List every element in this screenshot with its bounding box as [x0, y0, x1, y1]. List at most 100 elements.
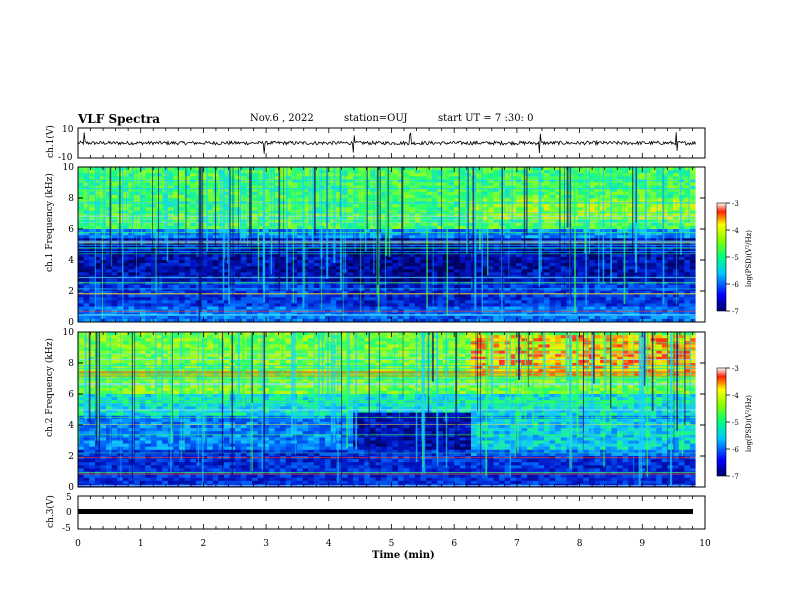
spectrogram-cell: [566, 303, 573, 307]
spectrogram-cell: [437, 269, 444, 273]
spectrogram-cell: [223, 269, 230, 273]
spectrogram-cell: [555, 269, 562, 273]
spectrogram-cell: [482, 272, 489, 276]
spectrogram-cell: [622, 300, 629, 304]
spectrogram-cell: [252, 170, 259, 174]
spectrogram-cell: [139, 216, 146, 221]
spectrogram-cell: [240, 294, 247, 298]
spectrogram-cell: [437, 260, 444, 264]
spectrogram-cell: [353, 176, 360, 180]
spectrogram-cell: [83, 222, 90, 227]
spectrogram-cell: [106, 188, 113, 193]
spectrogram-cell: [111, 256, 118, 261]
spectrogram-cell: [527, 170, 534, 174]
spectrogram-cell: [493, 272, 500, 276]
spectrogram-cell: [459, 260, 466, 264]
spectrogram-cell: [150, 216, 157, 221]
spectrogram-cell: [515, 170, 522, 174]
spectrogram-cell: [83, 179, 90, 183]
spectrogram-cell: [560, 281, 567, 286]
spectrogram-cell: [588, 244, 595, 248]
spectrogram-cell: [600, 306, 607, 310]
spectrogram-cell: [588, 294, 595, 298]
spectrogram-cell: [353, 238, 360, 242]
spectrogram-cell: [167, 250, 174, 255]
spectrogram-cell: [167, 291, 174, 295]
spectrogram-cell: [94, 291, 101, 295]
spectrogram-cell: [549, 232, 556, 236]
spectrogram-cell: [252, 306, 259, 310]
spectrogram-cell: [358, 294, 365, 298]
spectrogram-cell: [403, 170, 410, 174]
spectrogram-cell: [431, 287, 438, 292]
spectrogram-cell: [544, 176, 551, 180]
spectrogram-cell: [291, 263, 298, 267]
spectrogram-cell: [296, 179, 303, 183]
spectrogram-cell: [106, 216, 113, 221]
spectrogram-cell: [122, 269, 129, 273]
spectrogram-cell: [616, 235, 623, 239]
spectrogram-cell: [156, 222, 163, 227]
spectrogram-cell: [465, 281, 472, 286]
spectrogram-cell: [487, 253, 494, 258]
spectrogram-cell: [431, 210, 438, 214]
spectrogram-cell: [212, 256, 219, 261]
spectrogram-cell: [442, 315, 449, 320]
spectrogram-cell: [201, 306, 208, 310]
spectrogram-cell: [353, 210, 360, 214]
spectrogram-cell: [207, 194, 214, 199]
spectrogram-cell: [145, 194, 152, 199]
spectrogram-cell: [274, 315, 281, 320]
spectrogram-cell: [336, 303, 343, 307]
page-title: VLF Spectra: [78, 112, 161, 126]
spectrogram-cell: [263, 306, 270, 310]
spectrogram-cell: [106, 266, 113, 270]
spectrogram-cell: [381, 219, 388, 224]
spectrogram-cell: [122, 238, 129, 242]
spectrogram-cell: [493, 291, 500, 295]
spectrogram-cell: [566, 260, 573, 264]
spectrogram-cell: [403, 300, 410, 304]
spectrogram-cell: [100, 303, 107, 307]
spectrogram-cell: [622, 297, 629, 301]
spectrogram-cell: [263, 250, 270, 255]
spectrogram-cell: [628, 253, 635, 258]
spectrogram-cell: [448, 318, 455, 323]
spectrogram-cell: [532, 315, 539, 320]
spectrogram-cell: [493, 219, 500, 224]
spectrogram-cell: [459, 294, 466, 298]
spectrogram-cell: [218, 278, 225, 283]
spectrogram-cell: [448, 250, 455, 255]
spectrogram-cell: [162, 247, 169, 252]
spectrogram-cell: [285, 318, 292, 323]
spectrogram-cell: [628, 219, 635, 224]
spectrogram-cell: [106, 185, 113, 190]
spectrogram-cell: [487, 250, 494, 255]
spectrogram-cell: [414, 225, 421, 230]
spectrogram-cell: [403, 194, 410, 199]
spectrogram-cell: [347, 303, 354, 307]
spectrogram-cell: [566, 225, 573, 230]
spectrogram-cell: [459, 281, 466, 286]
spectrogram-cell: [274, 235, 281, 239]
spectrogram-cell: [588, 287, 595, 292]
spectrogram-cell: [285, 272, 292, 276]
spectrogram-cell: [319, 315, 326, 320]
spectrogram-cell: [201, 244, 208, 248]
spectrogram-cell: [156, 256, 163, 261]
spectrogram-cell: [364, 266, 371, 270]
spectrogram-cell: [336, 222, 343, 227]
spectrogram-cell: [122, 291, 129, 295]
spectrogram-cell: [544, 244, 551, 248]
spectrogram-cell: [628, 247, 635, 252]
spectrogram-cell: [521, 306, 528, 310]
spectrogram-cell: [100, 278, 107, 283]
spectrogram-cell: [89, 232, 96, 236]
spectrogram-cell: [358, 315, 365, 320]
spectrogram-cell: [319, 185, 326, 190]
spectrogram-cell: [409, 278, 416, 283]
spectrogram-cell: [184, 185, 191, 190]
spectrogram-cell: [89, 281, 96, 286]
spectrogram-cell: [577, 303, 584, 307]
spectrogram-cell: [544, 198, 551, 202]
